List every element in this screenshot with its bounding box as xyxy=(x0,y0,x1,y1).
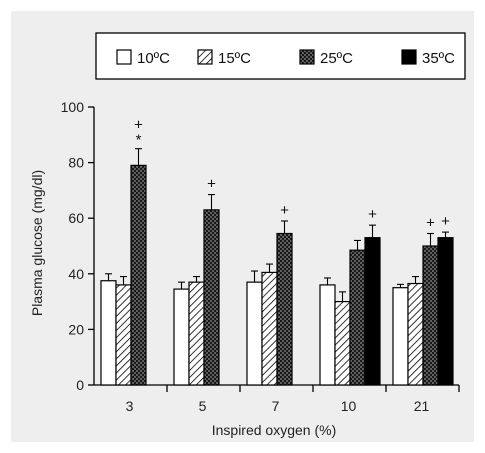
bar xyxy=(188,281,205,386)
legend-label: 25ºC xyxy=(320,50,353,67)
legend-swatch xyxy=(299,49,315,65)
significance-plus: + xyxy=(368,206,377,223)
legend-label: 35ºC xyxy=(422,50,455,67)
bar xyxy=(437,237,454,386)
x-tick-label: 3 xyxy=(126,398,134,414)
bar xyxy=(130,164,147,386)
chart-panel: 10ºC 15ºC 25ºC 35ºC 0 20 40 60 80 100 3 5 7 10 21 * +… xyxy=(11,11,474,442)
legend-swatch xyxy=(401,49,417,65)
x-axis-title: Inspired oxygen (%) xyxy=(212,422,337,438)
bar xyxy=(115,284,132,386)
significance-plus: + xyxy=(441,213,450,230)
bar xyxy=(246,281,263,386)
bar xyxy=(319,284,336,386)
x-tick-label: 7 xyxy=(272,398,280,414)
y-axis: 0 20 40 60 80 100 xyxy=(61,99,95,393)
legend-swatch xyxy=(116,49,132,65)
bar xyxy=(334,301,351,386)
bar xyxy=(392,287,409,386)
y-tick-label: 80 xyxy=(68,155,84,171)
y-tick-label: 20 xyxy=(68,321,84,337)
x-tick-label: 10 xyxy=(341,398,357,414)
bar xyxy=(203,209,220,386)
x-tick-label: 21 xyxy=(414,398,430,414)
y-tick-label: 60 xyxy=(68,210,84,226)
significance-plus: + xyxy=(280,202,289,219)
bar xyxy=(364,237,381,386)
legend-label: 15ºC xyxy=(218,50,251,67)
y-tick-label: 0 xyxy=(76,377,84,393)
legend-label: 10ºC xyxy=(137,50,170,67)
y-tick-label: 40 xyxy=(68,266,84,282)
bar xyxy=(276,232,293,386)
bar xyxy=(261,271,278,386)
bar xyxy=(422,245,439,386)
bar xyxy=(349,249,366,386)
x-axis: 3 5 7 10 21 xyxy=(94,384,460,414)
significance-asterisk: * xyxy=(136,132,142,149)
y-tick-label: 100 xyxy=(61,99,85,115)
y-axis-title: Plasma glucose (mg/dl) xyxy=(29,170,45,316)
significance-plus: + xyxy=(134,117,143,134)
legend: 10ºC 15ºC 25ºC 35ºC xyxy=(95,32,466,80)
x-tick-label: 5 xyxy=(199,398,207,414)
legend-swatch xyxy=(197,49,213,65)
bar xyxy=(173,288,190,386)
significance-plus: + xyxy=(207,176,216,193)
bar xyxy=(407,282,424,386)
significance-plus: + xyxy=(426,214,435,231)
bar xyxy=(100,280,117,386)
